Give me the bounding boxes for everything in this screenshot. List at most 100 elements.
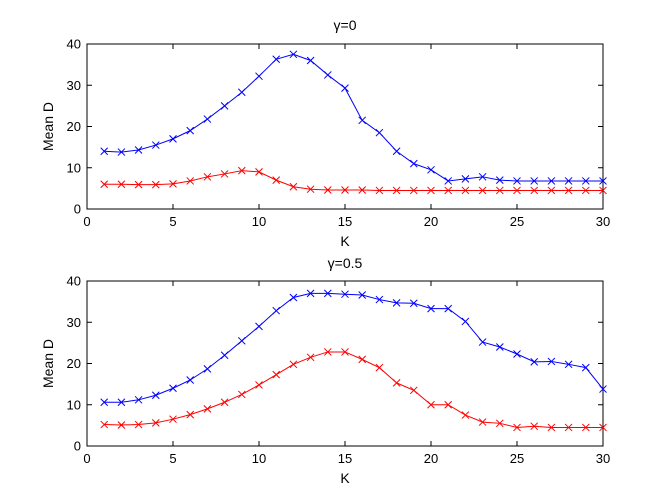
- data-point-red: [186, 410, 195, 419]
- data-point-blue: [289, 293, 298, 302]
- data-point-blue: [599, 177, 607, 185]
- x-tick-label: 25: [510, 451, 524, 466]
- x-tick-label: 20: [424, 214, 438, 229]
- data-point-red: [495, 186, 504, 195]
- data-point-red: [341, 348, 349, 356]
- x-tick-label: 0: [83, 214, 90, 229]
- data-point-red: [392, 379, 401, 387]
- data-point-red: [289, 360, 298, 369]
- data-point-red: [530, 422, 539, 431]
- data-point-red: [427, 186, 435, 195]
- data-point-red: [478, 186, 487, 195]
- y-tick-label: 20: [67, 119, 81, 134]
- y-tick-label: 0: [74, 439, 81, 454]
- data-point-blue: [323, 71, 332, 79]
- y-tick-label: 40: [67, 37, 81, 52]
- data-point-blue: [220, 351, 229, 360]
- data-point-red: [375, 363, 384, 372]
- series-layer: [100, 50, 607, 195]
- data-point-blue: [581, 363, 590, 372]
- data-point-red: [409, 386, 418, 395]
- y-tick-label: 0: [74, 202, 81, 217]
- data-point-red: [186, 177, 195, 185]
- data-point-red: [255, 381, 263, 389]
- data-point-blue: [117, 148, 126, 156]
- data-point-red: [169, 179, 177, 188]
- data-point-blue: [392, 147, 401, 156]
- data-point-blue: [409, 299, 418, 308]
- data-point-blue: [151, 391, 160, 400]
- data-point-red: [599, 186, 607, 195]
- y-tick-label: 30: [67, 78, 81, 93]
- data-point-red: [151, 419, 160, 427]
- data-point-red: [255, 168, 263, 176]
- data-point-red: [409, 186, 418, 195]
- data-point-red: [599, 423, 607, 432]
- data-point-red: [444, 400, 453, 409]
- data-point-blue: [375, 128, 384, 137]
- data-point-red: [495, 419, 504, 428]
- data-point-red: [289, 182, 298, 191]
- data-point-blue: [530, 177, 539, 185]
- data-point-red: [478, 418, 487, 426]
- data-point-blue: [255, 72, 263, 81]
- data-point-blue: [306, 56, 315, 65]
- data-point-red: [513, 423, 521, 432]
- data-point-blue: [409, 159, 418, 168]
- data-point-blue: [151, 141, 160, 149]
- data-point-red: [117, 421, 126, 429]
- data-point-red: [461, 411, 470, 419]
- data-point-red: [306, 185, 315, 194]
- data-point-red: [530, 186, 539, 195]
- data-point-red: [547, 423, 556, 432]
- series-layer: [100, 289, 607, 432]
- data-point-red: [151, 180, 160, 189]
- data-point-red: [272, 370, 281, 379]
- data-point-blue: [134, 395, 143, 404]
- x-tick-label: 25: [510, 214, 524, 229]
- data-point-blue: [306, 289, 315, 298]
- data-point-blue: [564, 360, 573, 369]
- data-point-blue: [255, 322, 263, 331]
- data-point-blue: [530, 357, 539, 366]
- data-point-red: [237, 166, 246, 175]
- data-point-red: [564, 423, 573, 432]
- series-line-red: [104, 351, 603, 428]
- data-point-blue: [427, 165, 435, 174]
- x-tick-label: 10: [252, 214, 266, 229]
- data-point-red: [272, 176, 281, 184]
- x-tick-label: 30: [596, 214, 610, 229]
- data-point-blue: [289, 50, 298, 59]
- x-axis-ticks: 0 5 10 15 20 25 30: [83, 281, 610, 466]
- data-point-blue: [169, 135, 177, 143]
- data-point-red: [581, 186, 590, 195]
- data-point-blue: [237, 336, 246, 345]
- data-point-red: [203, 172, 212, 181]
- data-point-blue: [461, 317, 470, 326]
- data-point-blue: [581, 177, 590, 185]
- data-point-blue: [564, 177, 573, 185]
- data-point-red: [358, 355, 367, 364]
- data-point-blue: [444, 304, 453, 313]
- data-point-blue: [478, 338, 487, 346]
- data-point-red: [375, 186, 384, 195]
- data-point-blue: [203, 115, 212, 123]
- data-point-blue: [444, 177, 453, 185]
- chart-title: γ=0.5: [328, 255, 363, 271]
- x-tick-label: 15: [338, 214, 352, 229]
- data-point-red: [323, 186, 332, 194]
- data-point-red: [547, 186, 556, 195]
- data-point-red: [306, 353, 315, 362]
- y-tick-label: 40: [67, 274, 81, 289]
- data-point-red: [100, 420, 109, 429]
- data-point-red: [341, 186, 349, 194]
- data-point-blue: [272, 55, 281, 64]
- x-tick-label: 10: [252, 451, 266, 466]
- data-point-blue: [272, 306, 281, 315]
- data-point-red: [134, 420, 143, 429]
- series-line-red: [104, 170, 603, 191]
- data-point-red: [169, 415, 177, 424]
- x-axis-ticks: 0 5 10 15 20 25 30: [83, 44, 610, 229]
- data-point-red: [564, 186, 573, 195]
- data-point-red: [444, 186, 453, 195]
